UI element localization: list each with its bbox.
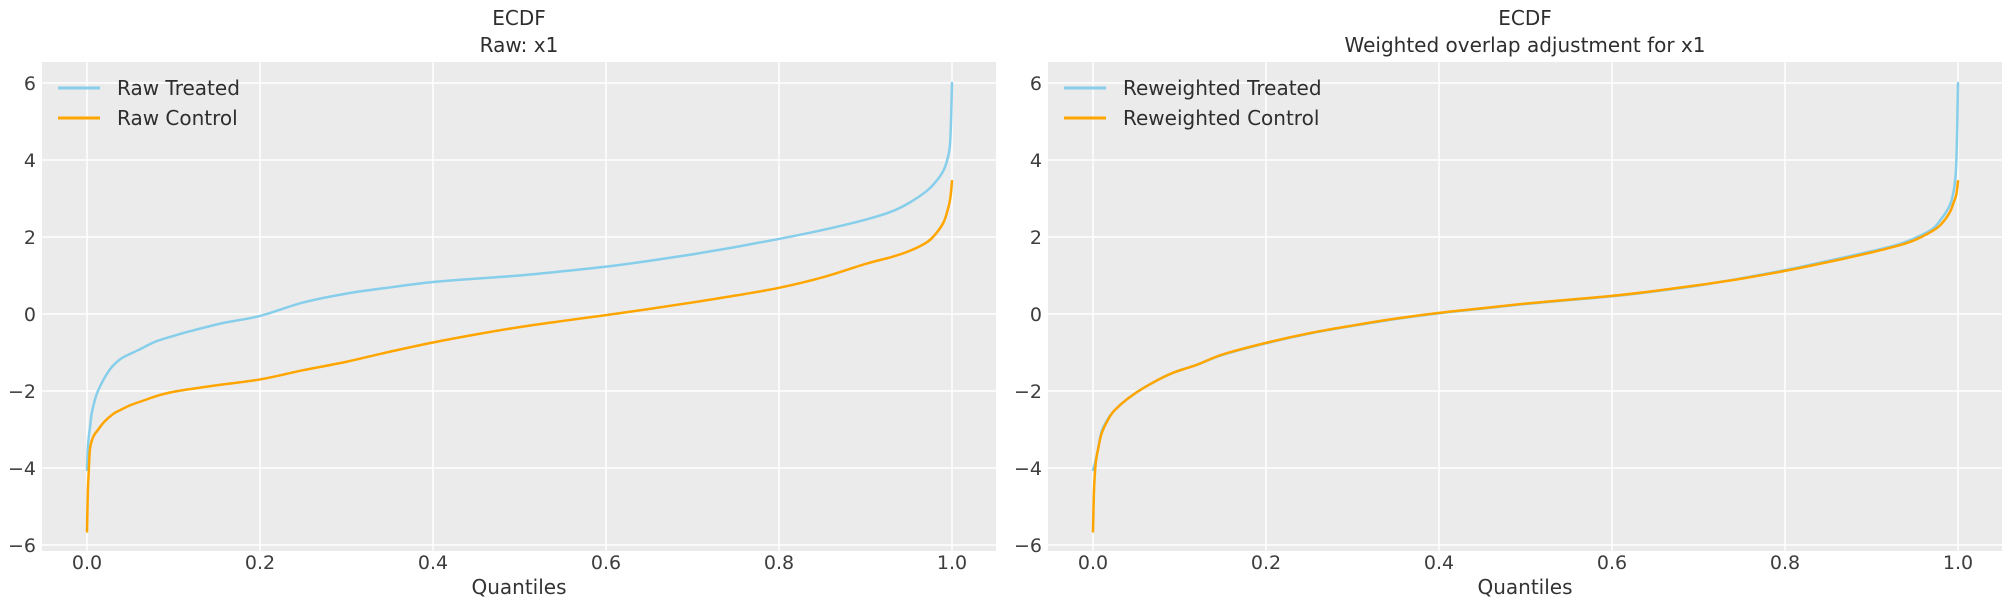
gridlines xyxy=(42,62,996,551)
y-tick-label: 6 xyxy=(24,73,36,95)
x-tick-label: 1.0 xyxy=(1943,552,1973,574)
legend-label: Raw Treated xyxy=(117,76,240,100)
x-axis-label: Quantiles xyxy=(471,575,566,599)
chart-subtitle: Weighted overlap adjustment for x1 xyxy=(1344,33,1705,57)
series-line-raw-treated xyxy=(85,81,954,472)
legend: Reweighted Treated Reweighted Control xyxy=(1064,76,1322,130)
x-tick-label: 0.8 xyxy=(1770,552,1800,574)
x-tick-label: 0.2 xyxy=(245,552,275,574)
series-lines xyxy=(1091,81,1960,533)
x-tick-label: 0.6 xyxy=(591,552,621,574)
x-tick-label: 0.4 xyxy=(1424,552,1454,574)
y-tick-label: −2 xyxy=(1014,381,1042,403)
x-tick-label: 1.0 xyxy=(937,552,967,574)
y-tick-label: −6 xyxy=(1014,535,1042,557)
series-line-raw-control xyxy=(85,179,954,533)
y-tick-label: −4 xyxy=(1014,458,1042,480)
gridlines xyxy=(1048,62,2002,551)
legend-label: Reweighted Control xyxy=(1123,106,1319,130)
chart-title: ECDF xyxy=(492,6,546,30)
chart-title: ECDF xyxy=(1498,6,1552,30)
y-tick-label: −4 xyxy=(8,458,36,480)
x-tick-label: 0.0 xyxy=(72,552,102,574)
y-tick-label: −2 xyxy=(8,381,36,403)
legend-label: Raw Control xyxy=(117,106,238,130)
plot-area xyxy=(42,62,996,551)
series-line-reweighted-control xyxy=(1091,179,1960,533)
ecdf-chart-weighted: 0.0 0.2 0.4 0.6 0.8 1.0 6 4 2 0 −2 −4 −6 ECDF Weighted… xyxy=(1014,6,2002,599)
x-tick-label: 0.8 xyxy=(764,552,794,574)
x-tick-label: 0.4 xyxy=(418,552,448,574)
y-tick-label: 6 xyxy=(1030,73,1042,95)
series-lines xyxy=(85,81,954,533)
y-tick-label: 4 xyxy=(1030,150,1042,172)
x-axis-label: Quantiles xyxy=(1477,575,1572,599)
ecdf-chart-raw: 0.0 0.2 0.4 0.6 0.8 1.0 6 4 2 0 −2 −4 −6 ECDF Raw: x1 Q… xyxy=(8,6,996,599)
legend: Raw Treated Raw Control xyxy=(58,76,240,130)
x-tick-label: 0.0 xyxy=(1078,552,1108,574)
y-tick-label: 2 xyxy=(24,227,36,249)
x-tick-label: 0.2 xyxy=(1251,552,1281,574)
legend-label: Reweighted Treated xyxy=(1123,76,1322,100)
x-tick-label: 0.6 xyxy=(1597,552,1627,574)
y-tick-label: 4 xyxy=(24,150,36,172)
y-tick-label: −6 xyxy=(8,535,36,557)
y-tick-label: 0 xyxy=(1030,304,1042,326)
y-tick-label: 2 xyxy=(1030,227,1042,249)
chart-subtitle: Raw: x1 xyxy=(480,33,559,57)
plot-area xyxy=(1048,62,2002,551)
y-tick-label: 0 xyxy=(24,304,36,326)
